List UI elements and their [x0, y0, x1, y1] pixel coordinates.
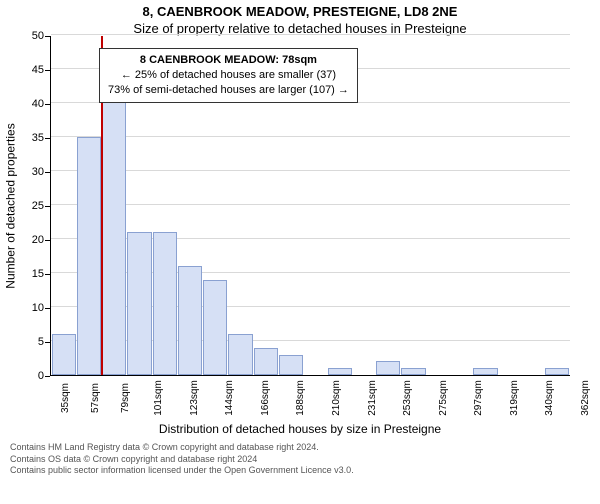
y-tick-label: 40: [32, 98, 44, 110]
footer-line3: Contains public sector information licen…: [10, 465, 590, 477]
x-axis: 35sqm57sqm79sqm101sqm123sqm144sqm166sqm1…: [50, 376, 570, 420]
y-tick-label: 0: [38, 370, 44, 382]
x-axis-label: Distribution of detached houses by size …: [0, 422, 600, 436]
bar: [52, 334, 76, 375]
bar: [279, 355, 303, 375]
bar: [545, 368, 569, 375]
annotation-line1: 8 CAENBROOK MEADOW: 78sqm: [108, 53, 349, 68]
y-tick-label: 10: [32, 302, 44, 314]
footer-line1: Contains HM Land Registry data © Crown c…: [10, 442, 590, 454]
annotation-line2: ← 25% of detached houses are smaller (37…: [108, 68, 349, 83]
bar: [178, 266, 202, 375]
y-axis-label: Number of detached properties: [4, 123, 18, 288]
title-address: 8, CAENBROOK MEADOW, PRESTEIGNE, LD8 2NE: [0, 4, 600, 19]
bar: [228, 334, 252, 375]
annotation-box: 8 CAENBROOK MEADOW: 78sqm ← 25% of detac…: [99, 48, 358, 103]
bar: [473, 368, 497, 375]
y-axis: 05101520253035404550: [22, 36, 50, 376]
chart-plot-area: 8 CAENBROOK MEADOW: 78sqm ← 25% of detac…: [50, 36, 570, 376]
y-tick-label: 15: [32, 268, 44, 280]
bar: [376, 361, 400, 375]
bar: [401, 368, 425, 375]
gridline: [51, 34, 570, 35]
annotation-line3: 73% of semi-detached houses are larger (…: [108, 83, 349, 98]
bar: [328, 368, 352, 375]
y-tick-label: 50: [32, 30, 44, 42]
bar: [153, 232, 177, 375]
bar: [254, 348, 278, 375]
bar: [77, 137, 101, 375]
bar: [102, 69, 126, 375]
x-tick-label: 362sqm: [563, 380, 600, 416]
y-tick-label: 30: [32, 166, 44, 178]
footer-line2: Contains OS data © Crown copyright and d…: [10, 454, 590, 466]
bar: [203, 280, 227, 375]
y-tick-label: 5: [38, 336, 44, 348]
y-tick-label: 25: [32, 200, 44, 212]
footer-attribution: Contains HM Land Registry data © Crown c…: [10, 442, 590, 477]
bar: [127, 232, 151, 375]
y-tick-label: 35: [32, 132, 44, 144]
y-tick-label: 45: [32, 64, 44, 76]
y-tick-label: 20: [32, 234, 44, 246]
